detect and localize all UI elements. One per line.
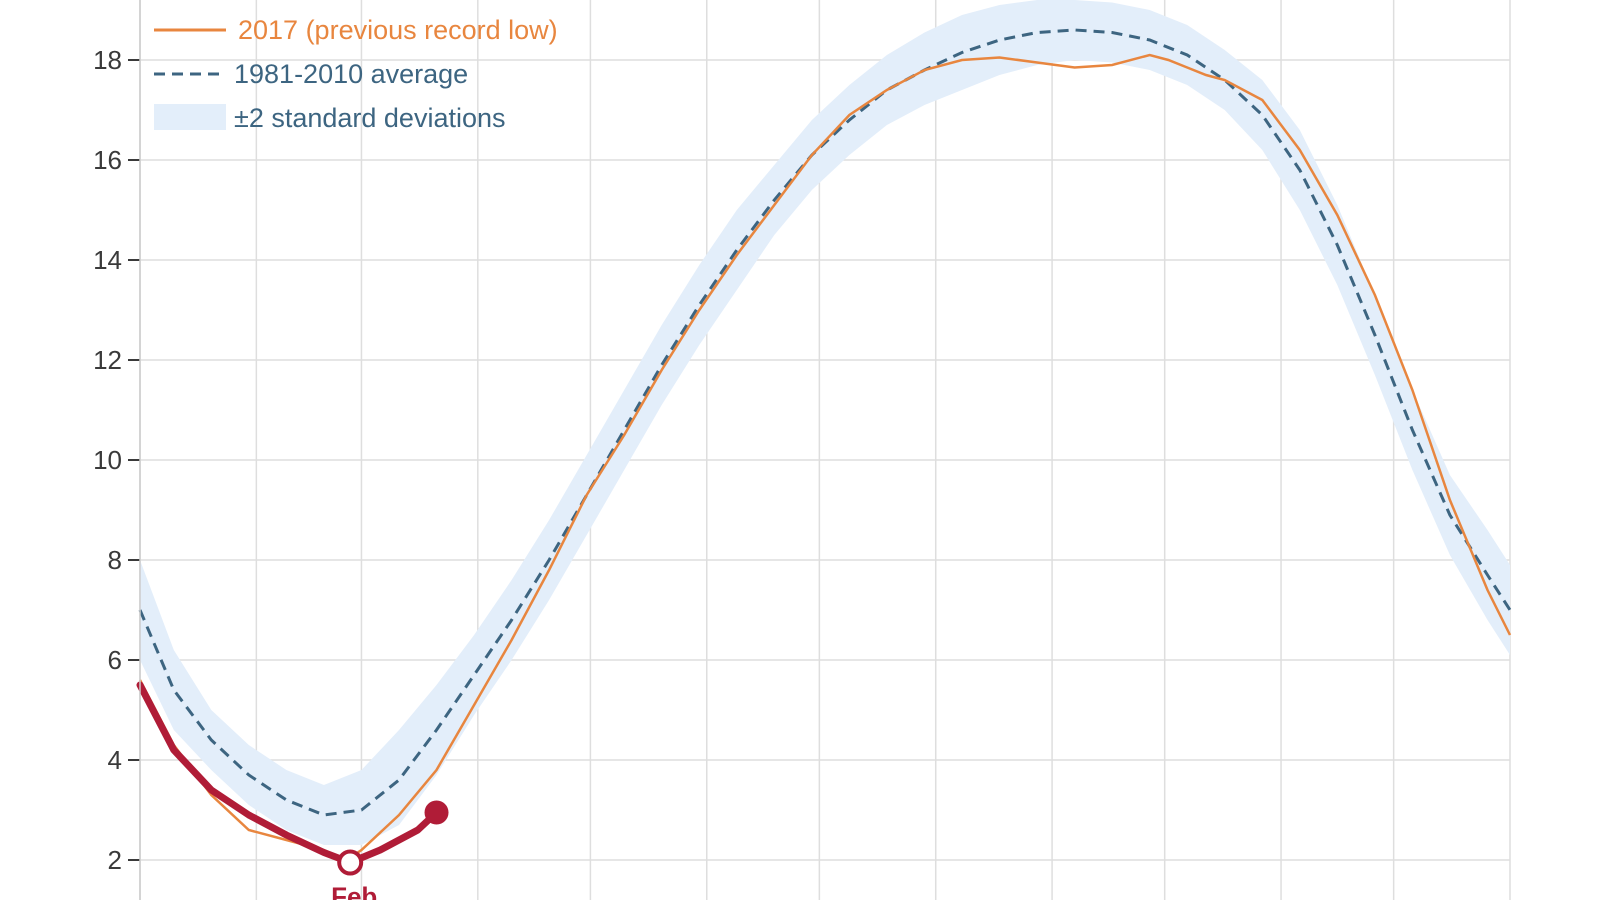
- y-tick-label-2: 2: [108, 845, 122, 875]
- legend-label-record: 2017 (previous record low): [238, 15, 558, 45]
- y-tick-label-12: 12: [93, 345, 122, 375]
- annotation-layer: Feb: [331, 800, 449, 900]
- y-tick-label-14: 14: [93, 245, 122, 275]
- current-year-line: [136, 681, 440, 866]
- y-tick-label-16: 16: [93, 145, 122, 175]
- y-tick-label-10: 10: [93, 445, 122, 475]
- latest-marker: [424, 800, 449, 825]
- legend-swatch-band: [154, 104, 226, 130]
- legend-label-average: 1981-2010 average: [234, 59, 468, 89]
- y-tick-label-4: 4: [108, 745, 122, 775]
- average-line: [138, 28, 1512, 817]
- std-dev-band: [140, 0, 1510, 845]
- legend: 2017 (previous record low) 1981-2010 aver…: [154, 15, 558, 133]
- min-marker: [337, 849, 364, 876]
- y-tick-label-6: 6: [108, 645, 122, 675]
- legend-label-band: ±2 standard deviations: [234, 103, 506, 133]
- band-layer: [140, 0, 1510, 845]
- annotation-label-0: Feb: [331, 882, 377, 900]
- y-tick-label-18: 18: [93, 45, 122, 75]
- y-tick-label-8: 8: [108, 545, 122, 575]
- y-axis: 2 4 6 8 10 12 14 16 18: [93, 0, 141, 900]
